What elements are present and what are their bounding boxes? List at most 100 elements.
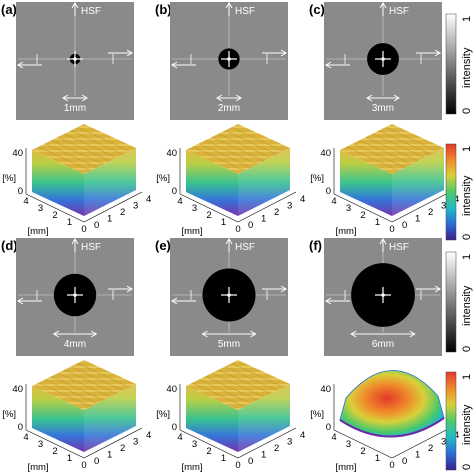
colorbar-min: 0 — [461, 346, 473, 352]
size-label: 2mm — [218, 103, 240, 114]
colorbar-title: intensity — [461, 175, 473, 216]
right-arrow-head — [280, 49, 287, 57]
panel-label: (e) — [155, 238, 171, 253]
colorbar-gradient — [445, 13, 457, 115]
y-tick: 4 — [454, 194, 459, 205]
panel-label: (c) — [309, 2, 325, 17]
y-tick: 0 — [402, 456, 407, 467]
y-tick: 0 — [248, 456, 253, 467]
z-tick: 0 — [172, 186, 177, 197]
z-tick: 40 — [12, 148, 23, 159]
z-tick: 40 — [166, 384, 177, 395]
surface-ridge — [44, 143, 98, 168]
surface-ridge — [365, 136, 419, 162]
star-core — [381, 57, 385, 61]
hsf-arrow-head — [71, 2, 79, 9]
surface-ridge — [38, 146, 91, 171]
surface-ridge — [205, 140, 258, 165]
x-tick: 2 — [52, 446, 57, 457]
surface-ridge — [378, 130, 432, 155]
size-arrow-left-head — [366, 94, 373, 102]
y-tick: 2 — [428, 207, 433, 218]
y-tick: 0 — [94, 456, 99, 467]
size-arrow-left-head — [201, 330, 208, 338]
hsf-label: HSF — [389, 242, 409, 253]
y-tick: 4 — [454, 430, 459, 441]
y-tick: 2 — [274, 443, 279, 454]
hsf-panel: (a) HSF 1mm — [1, 2, 134, 120]
x-tick: 2 — [52, 210, 57, 221]
y-tick: 1 — [261, 450, 266, 461]
size-arrow-right-head — [409, 330, 416, 338]
colorbar-min: 0 — [461, 108, 473, 114]
hsf-arrow-head — [379, 238, 387, 245]
x-tick: 1 — [375, 217, 380, 228]
surface-ridge — [218, 369, 271, 394]
y-tick: 4 — [300, 194, 305, 205]
surface-ridge — [211, 136, 265, 162]
z-tick: 0 — [326, 186, 331, 197]
hsf-arrow-head — [71, 238, 79, 245]
surface-ridge — [70, 366, 124, 391]
size-label: 4mm — [64, 339, 86, 350]
y-axis — [391, 191, 451, 223]
star-core — [73, 293, 77, 297]
x-tick: 4 — [331, 432, 336, 443]
y-tick: 0 — [402, 220, 407, 231]
surface-ridge — [231, 363, 284, 388]
hsf-label: HSF — [81, 6, 101, 17]
hsf-panel: (b) HSF 2mm — [155, 2, 288, 120]
size-arrow-right-head — [90, 330, 98, 338]
hsf-arrow-head — [225, 2, 233, 9]
surface-ridge — [231, 127, 284, 152]
surface-ridge — [192, 382, 245, 407]
x-tick: 2 — [206, 210, 211, 221]
colorbar-min: 0 — [461, 464, 473, 470]
star-core — [381, 293, 385, 297]
surface-ridge — [359, 140, 412, 165]
y-tick: 2 — [120, 207, 125, 218]
y-tick: 1 — [415, 450, 420, 461]
x-label: [mm] — [27, 226, 48, 237]
x-tick: 2 — [206, 446, 211, 457]
surface-ridge — [372, 133, 425, 158]
x-tick: 4 — [177, 196, 182, 207]
y-tick: 0 — [94, 220, 99, 231]
x-tick: 2 — [360, 210, 365, 221]
right-arrow-head — [126, 285, 133, 293]
x-tick: 0 — [235, 460, 240, 471]
surface-ridge — [57, 372, 111, 398]
y-axis — [83, 427, 143, 459]
surface-side-right — [84, 384, 136, 452]
colorbar-title: intensity — [461, 404, 473, 445]
surface-ridge — [44, 379, 98, 404]
x-tick: 0 — [389, 460, 394, 471]
z-tick: 0 — [18, 186, 23, 197]
z-tick: 40 — [320, 384, 331, 395]
colorbar-min: 0 — [461, 234, 473, 240]
y-tick: 4 — [300, 430, 305, 441]
surface-ridge — [224, 130, 278, 155]
y-tick: 3 — [287, 437, 292, 448]
x-tick: 3 — [346, 439, 351, 450]
x-tick: 4 — [23, 196, 28, 207]
y-tick: 4 — [146, 430, 151, 441]
hsf-label: HSF — [81, 242, 101, 253]
panel-label: (d) — [1, 238, 18, 253]
colorbar-title: intensity — [461, 285, 473, 326]
right-arrow-head — [434, 49, 441, 57]
surface-side-right — [238, 148, 290, 216]
x-tick: 4 — [177, 432, 182, 443]
x-tick: 1 — [67, 453, 72, 464]
colorbar-gradient — [445, 251, 457, 353]
y-tick: 3 — [441, 437, 446, 448]
y-tick: 0 — [248, 220, 253, 231]
y-tick: 1 — [415, 214, 420, 225]
colorbar-gray-bottom: 0 intensity 1 — [445, 251, 473, 353]
hsf-arrow-head — [225, 238, 233, 245]
z-tick: 40 — [12, 384, 23, 395]
surface-ridge — [77, 127, 130, 152]
